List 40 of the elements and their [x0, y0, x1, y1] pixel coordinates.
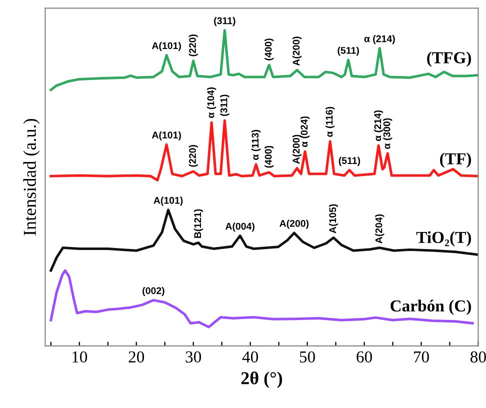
- series-label: (TFG): [427, 52, 471, 67]
- annotation: A(200): [280, 220, 309, 229]
- annotation: (400): [264, 146, 274, 168]
- annotation: (311): [214, 17, 236, 26]
- series-label: TiO₂(T): [416, 231, 471, 246]
- annotation: (220): [188, 34, 198, 56]
- y-axis-title: Intensidad (a.u.): [23, 118, 40, 236]
- x-tick-label: 10: [72, 351, 88, 363]
- x-tick-label: 60: [356, 351, 372, 363]
- annotation: (400): [264, 38, 274, 60]
- annotation: α (024): [300, 116, 310, 147]
- annotation: A(101): [152, 42, 181, 52]
- x-tick-label: 80: [470, 351, 486, 363]
- annotation: (511): [338, 156, 360, 166]
- annotation: A(204): [375, 214, 384, 244]
- annotation: A(200): [292, 134, 302, 164]
- x-tick-label: 50: [300, 351, 315, 363]
- x-tick-label: 30: [186, 351, 202, 363]
- x-tick-label: 40: [242, 351, 258, 363]
- series-label: Carbón (C): [390, 300, 471, 315]
- annotation: A(105): [328, 204, 338, 234]
- series-label: (TF): [440, 152, 471, 168]
- x-tick-label: 70: [414, 351, 429, 363]
- annotation: α (116): [326, 106, 335, 137]
- annotation: (311): [220, 94, 230, 116]
- annotation: α (300): [383, 118, 392, 149]
- annotation: A(200): [292, 36, 302, 66]
- annotation: (511): [338, 46, 359, 56]
- annotation: A(004): [225, 222, 254, 232]
- annotation: α (214): [374, 110, 384, 141]
- x-tick-label: 20: [128, 351, 144, 363]
- annotation: α (113): [251, 130, 261, 160]
- annotation: A(101): [152, 131, 181, 140]
- annotation: (002): [142, 286, 164, 296]
- x-axis-title: 2θ (°): [241, 372, 282, 388]
- annotation: B(121): [194, 209, 203, 238]
- annotation: α (214): [364, 35, 395, 44]
- annotation: A(101): [154, 196, 183, 206]
- annotation: (220): [188, 145, 198, 167]
- annotation: α (104): [207, 87, 216, 118]
